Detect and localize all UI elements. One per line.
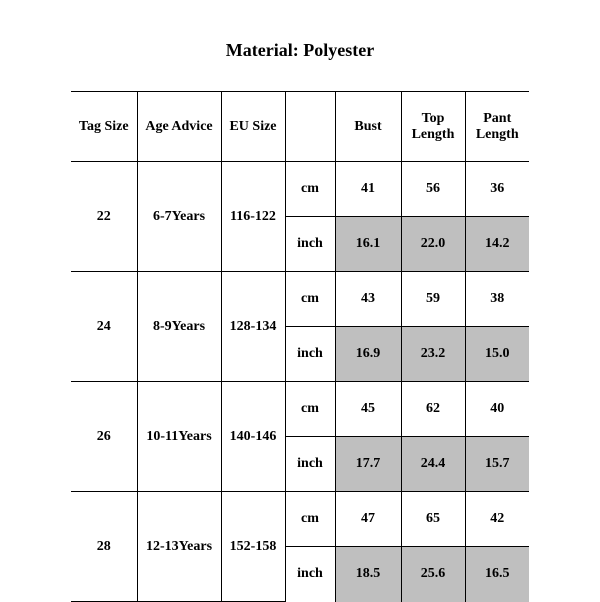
cell-bust: 41 (335, 162, 401, 217)
col-pant-length: Pant Length (465, 92, 529, 162)
cell-pant: 15.7 (465, 437, 529, 492)
col-unit (285, 92, 335, 162)
cell-bust: 43 (335, 272, 401, 327)
table-row: 24 8-9Years 128-134 cm 43 59 38 (71, 272, 529, 327)
cell-bust: 16.9 (335, 327, 401, 382)
col-tag-size: Tag Size (71, 92, 137, 162)
page: Material: Polyester Tag Size Age Advice … (0, 0, 600, 600)
cell-unit-cm: cm (285, 272, 335, 327)
cell-eu: 128-134 (221, 272, 285, 382)
cell-age: 12-13Years (137, 492, 221, 602)
cell-pant: 14.2 (465, 217, 529, 272)
cell-age: 10-11Years (137, 382, 221, 492)
col-top-length: Top Length (401, 92, 465, 162)
cell-bust: 45 (335, 382, 401, 437)
cell-top: 23.2 (401, 327, 465, 382)
cell-top: 62 (401, 382, 465, 437)
cell-bust: 17.7 (335, 437, 401, 492)
cell-unit-inch: inch (285, 217, 335, 272)
col-bust: Bust (335, 92, 401, 162)
cell-bust: 18.5 (335, 547, 401, 602)
cell-tag: 24 (71, 272, 137, 382)
cell-pant: 38 (465, 272, 529, 327)
cell-top: 56 (401, 162, 465, 217)
table-row: 28 12-13Years 152-158 cm 47 65 42 (71, 492, 529, 547)
cell-unit-cm: cm (285, 162, 335, 217)
cell-bust: 47 (335, 492, 401, 547)
cell-top: 24.4 (401, 437, 465, 492)
table-row: 26 10-11Years 140-146 cm 45 62 40 (71, 382, 529, 437)
cell-top: 25.6 (401, 547, 465, 602)
cell-tag: 26 (71, 382, 137, 492)
cell-unit-cm: cm (285, 492, 335, 547)
cell-eu: 152-158 (221, 492, 285, 602)
cell-pant: 15.0 (465, 327, 529, 382)
cell-bust: 16.1 (335, 217, 401, 272)
cell-pant: 42 (465, 492, 529, 547)
cell-top: 65 (401, 492, 465, 547)
cell-unit-inch: inch (285, 437, 335, 492)
cell-tag: 28 (71, 492, 137, 602)
col-age-advice: Age Advice (137, 92, 221, 162)
cell-pant: 40 (465, 382, 529, 437)
cell-tag: 22 (71, 162, 137, 272)
cell-age: 6-7Years (137, 162, 221, 272)
cell-unit-inch: inch (285, 327, 335, 382)
table-row: 22 6-7Years 116-122 cm 41 56 36 (71, 162, 529, 217)
header-row: Tag Size Age Advice EU Size Bust Top Len… (71, 92, 529, 162)
page-title: Material: Polyester (20, 40, 580, 61)
cell-pant: 16.5 (465, 547, 529, 602)
cell-top: 22.0 (401, 217, 465, 272)
cell-pant: 36 (465, 162, 529, 217)
cell-age: 8-9Years (137, 272, 221, 382)
size-table: Tag Size Age Advice EU Size Bust Top Len… (71, 91, 529, 602)
col-eu-size: EU Size (221, 92, 285, 162)
cell-unit-inch: inch (285, 547, 335, 602)
cell-eu: 140-146 (221, 382, 285, 492)
cell-unit-cm: cm (285, 382, 335, 437)
cell-top: 59 (401, 272, 465, 327)
cell-eu: 116-122 (221, 162, 285, 272)
